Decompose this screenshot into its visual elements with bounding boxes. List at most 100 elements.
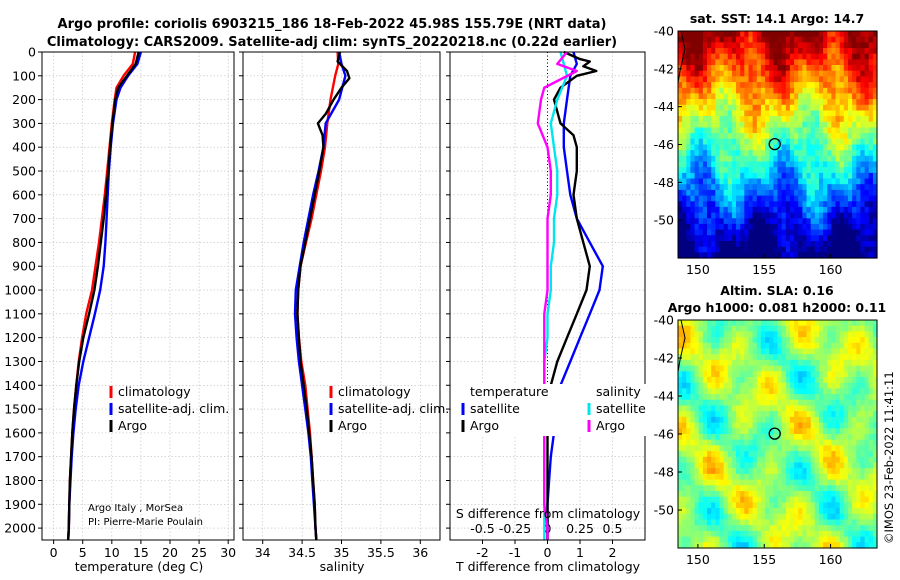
map-cell bbox=[715, 422, 720, 429]
map-cell bbox=[748, 252, 754, 259]
map-cell bbox=[715, 502, 720, 509]
map-cell bbox=[748, 246, 754, 253]
map-cell bbox=[748, 502, 754, 509]
map-cell bbox=[744, 359, 749, 367]
map-cell bbox=[860, 172, 866, 180]
map-cell bbox=[773, 371, 779, 378]
map-cell bbox=[819, 241, 824, 248]
map-cell bbox=[852, 342, 857, 350]
map-cell bbox=[794, 36, 799, 43]
map-cell bbox=[698, 70, 704, 77]
map-cell bbox=[740, 462, 745, 469]
map-cell bbox=[806, 99, 812, 106]
map-cell bbox=[868, 502, 874, 509]
map-cell bbox=[765, 394, 770, 401]
x-tick-label: 35 bbox=[334, 545, 350, 560]
map-cell bbox=[781, 382, 787, 389]
map-cell bbox=[707, 416, 712, 424]
map-cell bbox=[823, 110, 828, 117]
map-cell bbox=[785, 99, 791, 106]
map-cell bbox=[752, 337, 758, 344]
map-cell bbox=[752, 87, 758, 95]
map-cell bbox=[719, 87, 725, 95]
map-cell bbox=[794, 513, 799, 521]
map-cell bbox=[765, 59, 770, 66]
map-cell bbox=[785, 184, 791, 191]
map-cell bbox=[711, 99, 716, 106]
map-cell bbox=[731, 223, 737, 231]
map-cell bbox=[814, 491, 820, 498]
map-cell bbox=[852, 235, 857, 242]
map-cell bbox=[831, 65, 837, 72]
map-cell bbox=[872, 479, 878, 486]
map-cell bbox=[868, 82, 874, 89]
map-cell bbox=[690, 218, 696, 225]
map-cell bbox=[827, 150, 832, 157]
map-cell bbox=[727, 59, 733, 66]
map-cell bbox=[727, 359, 733, 367]
map-cell bbox=[723, 138, 729, 146]
map-cell bbox=[777, 405, 783, 412]
map-cell bbox=[678, 331, 683, 338]
map-cell bbox=[831, 371, 837, 378]
map-cell bbox=[740, 325, 745, 332]
map-cell bbox=[752, 371, 758, 378]
map-cell bbox=[810, 206, 816, 214]
map-cell bbox=[765, 525, 770, 532]
map-cell bbox=[814, 36, 820, 43]
map-cell bbox=[731, 42, 737, 49]
map-cell bbox=[798, 161, 803, 168]
map-cell bbox=[872, 42, 878, 49]
map-cell bbox=[823, 178, 828, 185]
map-cell bbox=[852, 93, 857, 100]
map-cell bbox=[698, 121, 704, 129]
map-cell bbox=[839, 116, 845, 123]
map-cell bbox=[848, 491, 853, 498]
map-cell bbox=[752, 104, 758, 112]
map-cell bbox=[781, 150, 787, 157]
map-cell bbox=[694, 445, 700, 452]
map-cell bbox=[769, 65, 774, 72]
map-cell bbox=[789, 150, 795, 157]
map-cell bbox=[852, 405, 857, 412]
map-cell bbox=[723, 354, 729, 361]
map-cell bbox=[752, 206, 758, 214]
map-cell bbox=[810, 99, 816, 106]
map-cell bbox=[678, 87, 683, 95]
map-cell bbox=[740, 82, 745, 89]
map-cell bbox=[856, 434, 861, 441]
map-cell bbox=[740, 479, 745, 486]
map-cell bbox=[769, 439, 774, 446]
map-cell bbox=[839, 485, 845, 492]
map-cell bbox=[678, 172, 683, 180]
map-cell bbox=[760, 530, 766, 538]
map-cell bbox=[678, 422, 683, 429]
map-cell bbox=[777, 184, 783, 191]
map-cell bbox=[727, 371, 733, 378]
map-cell bbox=[678, 229, 683, 236]
map-cell bbox=[756, 223, 762, 231]
map-cell bbox=[798, 99, 803, 106]
map-cell bbox=[773, 218, 779, 225]
map-cell bbox=[727, 439, 733, 446]
map-cell bbox=[715, 405, 720, 412]
map-cell bbox=[719, 172, 725, 180]
map-cell bbox=[777, 76, 783, 83]
map-cell bbox=[860, 513, 866, 521]
map-cell bbox=[806, 246, 812, 253]
map-cell bbox=[831, 195, 837, 202]
map-cell bbox=[707, 70, 712, 77]
map-cell bbox=[819, 70, 824, 77]
map-cell bbox=[769, 377, 774, 384]
map-cell bbox=[690, 241, 696, 248]
map-cell bbox=[781, 439, 787, 446]
map-cell bbox=[707, 87, 712, 95]
map-cell bbox=[864, 189, 870, 197]
map-cell bbox=[690, 422, 696, 429]
map-cell bbox=[777, 42, 783, 49]
map-cell bbox=[872, 456, 878, 464]
map-cell bbox=[839, 320, 845, 327]
map-cell bbox=[848, 42, 853, 49]
map-cell bbox=[719, 65, 725, 72]
map-cell bbox=[748, 65, 754, 72]
